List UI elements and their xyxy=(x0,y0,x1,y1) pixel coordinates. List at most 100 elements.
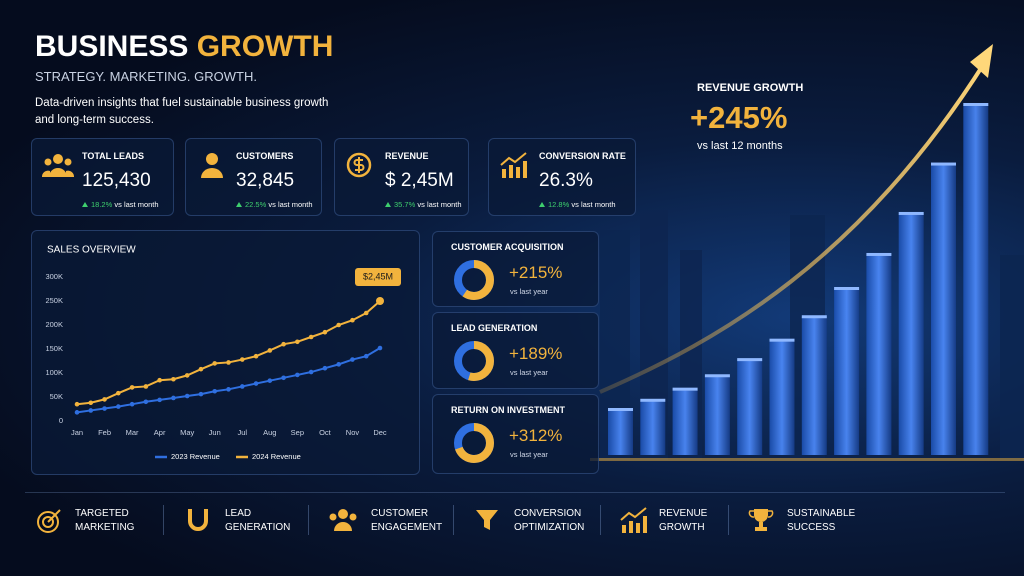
kpi-label: REVENUE xyxy=(385,151,429,161)
divider xyxy=(25,492,1005,493)
data-point xyxy=(363,353,369,359)
x-tick-label: Sep xyxy=(291,428,304,437)
data-point xyxy=(184,373,190,378)
x-tick-label: Aug xyxy=(263,428,276,437)
illustration-bar-top xyxy=(866,252,892,256)
metric-title: RETURN ON INVESTMENT xyxy=(451,405,566,415)
x-tick-label: May xyxy=(180,428,194,437)
data-point xyxy=(102,397,107,402)
y-tick-label: 300K xyxy=(45,272,63,281)
feature-line: CUSTOMER xyxy=(371,508,429,519)
kpi-card: CUSTOMERS 32,845 22.5% vs last month xyxy=(185,138,322,216)
data-point xyxy=(336,322,341,328)
data-point xyxy=(267,378,273,383)
illustration-bar-top xyxy=(801,315,827,319)
separator xyxy=(163,505,164,535)
data-point xyxy=(74,401,80,407)
x-tick-label: Jun xyxy=(209,428,221,437)
feature-line: CONVERSION xyxy=(514,508,582,519)
metric-title: CUSTOMER ACQUISITION xyxy=(451,242,564,252)
illustration-bar-top xyxy=(834,286,860,290)
y-tick-label: 50K xyxy=(50,392,63,401)
kpi-change: 12.8% vs last month xyxy=(539,200,616,209)
illustration-bar-top xyxy=(737,358,763,362)
feature: TARGETED MARKETING xyxy=(75,507,134,535)
kpi-card: TOTAL LEADS 125,430 18.2% vs last month xyxy=(31,138,174,216)
illustration-bar xyxy=(898,213,924,455)
data-point xyxy=(116,390,121,396)
y-tick-label: 200K xyxy=(45,320,63,329)
feature-icon xyxy=(188,509,208,531)
title-main: BUSINESS xyxy=(35,30,189,63)
kpi-card: REVENUE $ 2,45M 35.7% vs last month xyxy=(334,138,469,216)
feature: CONVERSION OPTIMIZATION xyxy=(514,507,584,535)
description-line: and long-term success. xyxy=(35,114,154,126)
data-point xyxy=(376,297,384,305)
feature-icon xyxy=(329,509,357,531)
data-point xyxy=(350,357,355,362)
metric-title: LEAD GENERATION xyxy=(451,323,538,333)
feature-line: GROWTH xyxy=(659,522,705,533)
illustration-bar-top xyxy=(672,387,698,391)
kpi-label: TOTAL LEADS xyxy=(82,151,145,161)
metric-card: RETURN ON INVESTMENT +312% vs last year xyxy=(432,394,599,474)
data-point xyxy=(239,357,245,362)
x-tick-label: Oct xyxy=(319,428,332,437)
illustration-bar xyxy=(834,288,860,455)
data-point xyxy=(239,384,245,389)
illustration-bar xyxy=(640,400,666,455)
kpi-label: CONVERSION RATE xyxy=(539,151,626,161)
illustration-bar xyxy=(737,360,763,455)
x-tick-label: Nov xyxy=(346,428,360,437)
data-point xyxy=(171,395,176,401)
kpi-change-note: vs last month xyxy=(417,200,462,209)
metric-value: +189% xyxy=(509,344,563,363)
illustration-bar xyxy=(801,317,827,455)
building xyxy=(1000,255,1024,460)
feature-line: MARKETING xyxy=(75,522,135,533)
data-point xyxy=(143,384,149,389)
y-tick-label: 250K xyxy=(45,296,63,305)
data-point xyxy=(226,360,231,365)
illustration-bar-top xyxy=(769,338,795,342)
feature-line: OPTIMIZATION xyxy=(514,522,585,533)
kpi-change-value: 35.7% xyxy=(394,200,416,209)
kpi-change-value: 12.8% xyxy=(548,200,570,209)
kpi-change-value: 18.2% xyxy=(91,200,113,209)
arrow-head xyxy=(970,44,993,78)
icon xyxy=(201,153,223,178)
illustration-bar-top xyxy=(931,162,956,166)
data-point xyxy=(253,353,259,359)
x-tick-label: Apr xyxy=(154,428,166,437)
legend-label: 2023 Revenue xyxy=(171,452,220,461)
feature: REVENUE GROWTH xyxy=(659,507,707,535)
data-point xyxy=(143,399,149,405)
donut xyxy=(454,423,494,463)
feature-icon xyxy=(37,509,61,533)
y-tick-label: 150K xyxy=(45,344,63,353)
x-tick-label: Feb xyxy=(98,428,111,437)
data-point xyxy=(226,387,231,392)
feature-line: TARGETED xyxy=(75,508,129,519)
data-point xyxy=(116,404,121,409)
data-point xyxy=(88,400,94,406)
feature-line: REVENUE xyxy=(659,508,708,519)
data-point xyxy=(295,339,300,345)
data-point xyxy=(198,366,204,372)
feature: LEAD GENERATION xyxy=(225,507,290,535)
chart-title: SALES OVERVIEW xyxy=(47,245,136,256)
feature-icon xyxy=(748,509,774,531)
kpi-value: $ 2,45M xyxy=(385,170,454,191)
revenue-growth-note: vs last 12 months xyxy=(697,140,783,152)
illustration-bar xyxy=(931,164,956,455)
feature-icon xyxy=(620,507,647,533)
metric-note: vs last year xyxy=(510,450,548,459)
data-point xyxy=(184,393,190,399)
metric-note: vs last year xyxy=(510,287,548,296)
illustration-bar xyxy=(672,389,698,455)
annotation: $2,45M xyxy=(363,271,393,281)
donut xyxy=(454,260,494,300)
data-point xyxy=(281,375,286,381)
